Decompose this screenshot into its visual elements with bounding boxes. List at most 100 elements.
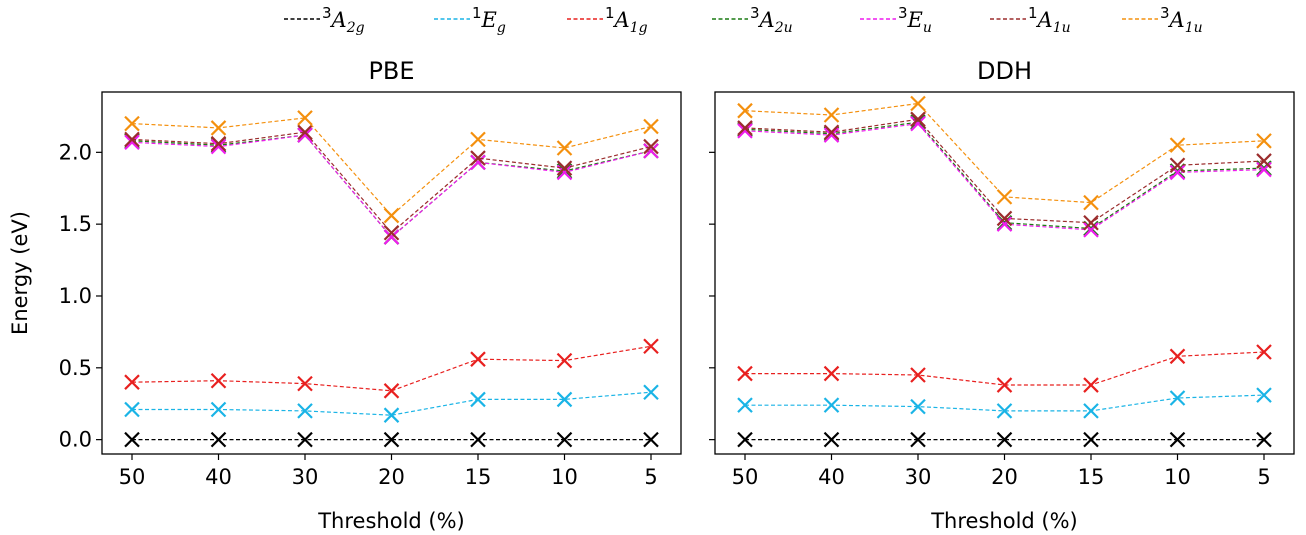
data-point-stroke <box>124 401 140 418</box>
data-point-stroke <box>1256 153 1272 169</box>
data-point <box>124 115 140 132</box>
legend-label-sub: 2g <box>346 20 365 36</box>
data-point <box>470 150 486 166</box>
data-point <box>470 131 486 148</box>
legend-label-base: A <box>758 8 775 32</box>
series <box>124 384 659 423</box>
data-point-stroke <box>737 123 753 139</box>
data-point <box>383 383 400 399</box>
data-point-stroke <box>737 431 753 448</box>
data-point-stroke <box>297 403 313 419</box>
plot-frame <box>101 91 682 455</box>
series-line <box>132 391 652 416</box>
data-point <box>556 431 573 448</box>
series-line <box>744 118 1265 224</box>
data-point <box>1169 137 1186 153</box>
x-tick-label: 5 <box>1257 465 1270 489</box>
data-point-stroke <box>996 431 1013 448</box>
legend-label-sub: g <box>497 20 506 36</box>
data-point-stroke <box>383 224 400 241</box>
data-point-stroke <box>210 138 227 155</box>
x-axis-title: Threshold (%) <box>317 509 465 533</box>
data-point <box>737 102 753 119</box>
data-point-stroke <box>996 210 1013 227</box>
data-point <box>1256 387 1272 403</box>
y-tick-label: 1.0 <box>59 284 92 308</box>
legend-label: 3Eu <box>898 4 932 36</box>
x-tick-label: 30 <box>292 465 319 489</box>
panel-title: DDH <box>977 57 1032 85</box>
data-point-stroke <box>643 431 659 448</box>
series-line <box>744 122 1265 231</box>
series-line <box>744 102 1265 204</box>
data-point <box>383 207 400 224</box>
data-point-stroke <box>910 398 926 415</box>
data-point <box>124 131 140 148</box>
data-point-stroke <box>1169 137 1186 153</box>
data-point <box>1083 222 1099 238</box>
series <box>124 338 659 399</box>
series-line <box>744 121 1265 230</box>
data-point <box>383 224 400 241</box>
data-point-stroke <box>996 189 1013 205</box>
data-point-stroke <box>383 431 400 448</box>
data-point <box>737 365 753 382</box>
data-point-stroke <box>1256 344 1272 360</box>
data-point-stroke <box>643 384 659 401</box>
data-point <box>470 431 486 448</box>
data-point-stroke <box>470 150 486 166</box>
data-point-stroke <box>1169 157 1186 174</box>
x-tick-label: 10 <box>551 465 578 489</box>
x-tick-label: 10 <box>1164 465 1191 489</box>
data-point-stroke <box>737 120 753 136</box>
series-line <box>745 394 1265 412</box>
data-point <box>643 431 659 448</box>
data-point-stroke <box>556 164 573 181</box>
data-point <box>643 143 659 159</box>
legend-label: 1A1u <box>1028 4 1071 36</box>
data-point <box>737 120 753 136</box>
legend-label-base: E <box>907 8 923 32</box>
data-point-stroke <box>823 124 840 141</box>
data-point-stroke <box>823 107 840 123</box>
data-point <box>910 398 926 415</box>
x-tick-label: 40 <box>818 465 845 489</box>
data-point-stroke <box>1169 348 1186 365</box>
data-point-stroke <box>823 397 840 413</box>
data-point-stroke <box>470 391 486 408</box>
data-point <box>996 189 1013 205</box>
data-point <box>297 127 313 143</box>
data-point-stroke <box>470 154 486 171</box>
data-point <box>1256 133 1272 149</box>
data-point-stroke <box>910 95 926 112</box>
data-point-stroke <box>556 160 573 176</box>
data-point <box>1083 377 1099 393</box>
legend-label: 3A2g <box>322 4 365 36</box>
series <box>737 115 1272 238</box>
data-point-stroke <box>1169 164 1186 181</box>
y-axis-title: Energy (eV) <box>8 211 32 335</box>
data-point-stroke <box>297 124 313 141</box>
legend-label-sup: 3 <box>322 4 332 22</box>
data-point <box>737 123 753 139</box>
data-point-stroke <box>297 431 313 448</box>
data-point-stroke <box>996 403 1013 419</box>
data-point-stroke <box>1083 214 1099 231</box>
data-point-stroke <box>643 138 659 155</box>
x-tick-label: 15 <box>1078 465 1105 489</box>
data-point-stroke <box>1169 431 1186 448</box>
data-point <box>297 403 313 419</box>
data-point <box>210 372 227 389</box>
data-point-stroke <box>1083 222 1099 238</box>
panel-title: PBE <box>368 57 414 85</box>
series <box>737 95 1272 211</box>
data-point-stroke <box>556 140 573 156</box>
data-point-stroke <box>823 127 840 143</box>
data-point <box>996 377 1013 393</box>
data-point-stroke <box>124 374 140 390</box>
legend-label-base: A <box>613 8 630 32</box>
data-point <box>210 401 227 418</box>
legend-label: 1Eg <box>472 4 506 36</box>
series-line <box>131 345 652 392</box>
